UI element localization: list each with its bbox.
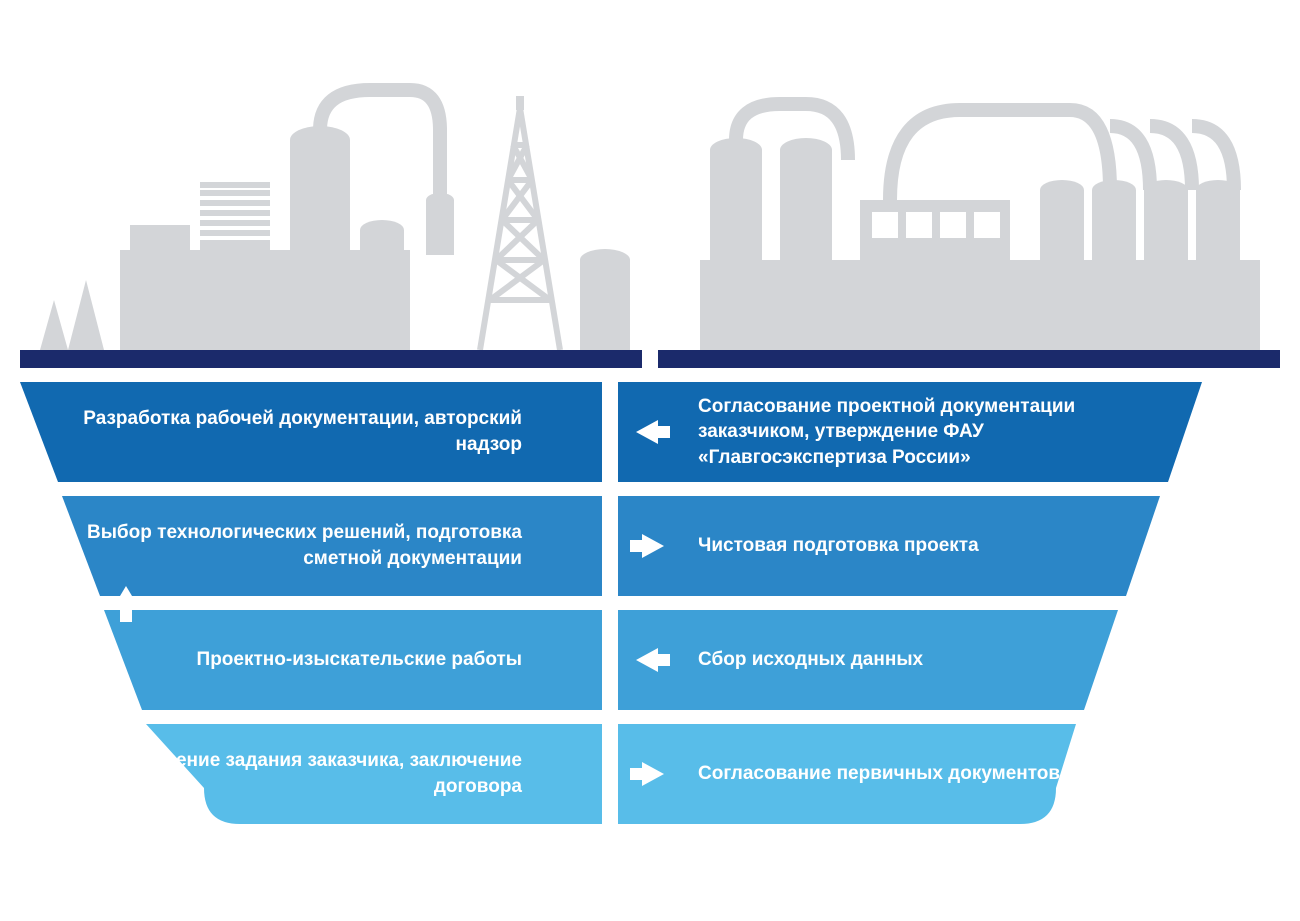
- funnel-right-label-3: Согласование первичных документов: [698, 761, 1060, 787]
- funnel-row-3: Получение задания заказчика, заключение …: [20, 724, 1280, 824]
- arrow-left-icon: [630, 412, 670, 452]
- funnel-left-label-1: Выбор технологических решений, подготовк…: [62, 520, 522, 571]
- funnel-cell-right-3: Согласование первичных документов: [618, 724, 1280, 824]
- funnel-topbar: [20, 350, 1280, 368]
- funnel: Разработка рабочей документации, авторск…: [20, 350, 1280, 824]
- funnel-cell-left-3: Получение задания заказчика, заключение …: [20, 724, 602, 824]
- arrow-right-icon: [630, 754, 670, 794]
- diagram-stage: Разработка рабочей документации, авторск…: [20, 70, 1280, 824]
- funnel-cell-right-0: Согласование проектной документации зака…: [618, 382, 1280, 482]
- funnel-row-2: Проектно-изыскательские работы Сбор исход…: [20, 610, 1280, 710]
- funnel-cell-right-2: Сбор исходных данных: [618, 610, 1280, 710]
- topbar-right: [658, 350, 1280, 368]
- funnel-cell-left-1: Выбор технологических решений, подготовк…: [20, 496, 602, 596]
- industrial-skyline: [20, 70, 1280, 350]
- funnel-right-label-0: Согласование проектной документации зака…: [698, 394, 1158, 471]
- arrow-up-icon: [1164, 468, 1204, 508]
- topbar-left: [20, 350, 642, 368]
- funnel-row-0: Разработка рабочей документации, авторск…: [20, 382, 1280, 482]
- funnel-row-1: Выбор технологических решений, подготовк…: [20, 496, 1280, 596]
- funnel-left-label-3: Получение задания заказчика, заключение …: [62, 748, 522, 799]
- funnel-left-label-0: Разработка рабочей документации, авторск…: [62, 406, 522, 457]
- arrow-up-icon: [106, 582, 146, 622]
- funnel-right-label-1: Чистовая подготовка проекта: [698, 533, 979, 559]
- funnel-cell-left-2: Проектно-изыскательские работы: [20, 610, 602, 710]
- arrow-up-icon: [1080, 696, 1120, 736]
- funnel-left-label-2: Проектно-изыскательские работы: [197, 647, 522, 673]
- arrow-right-icon: [630, 526, 670, 566]
- funnel-cell-right-1: Чистовая подготовка проекта: [618, 496, 1280, 596]
- arrow-left-icon: [630, 640, 670, 680]
- skyline-svg: [20, 70, 1280, 350]
- funnel-right-label-2: Сбор исходных данных: [698, 647, 923, 673]
- funnel-cell-left-0: Разработка рабочей документации, авторск…: [20, 382, 602, 482]
